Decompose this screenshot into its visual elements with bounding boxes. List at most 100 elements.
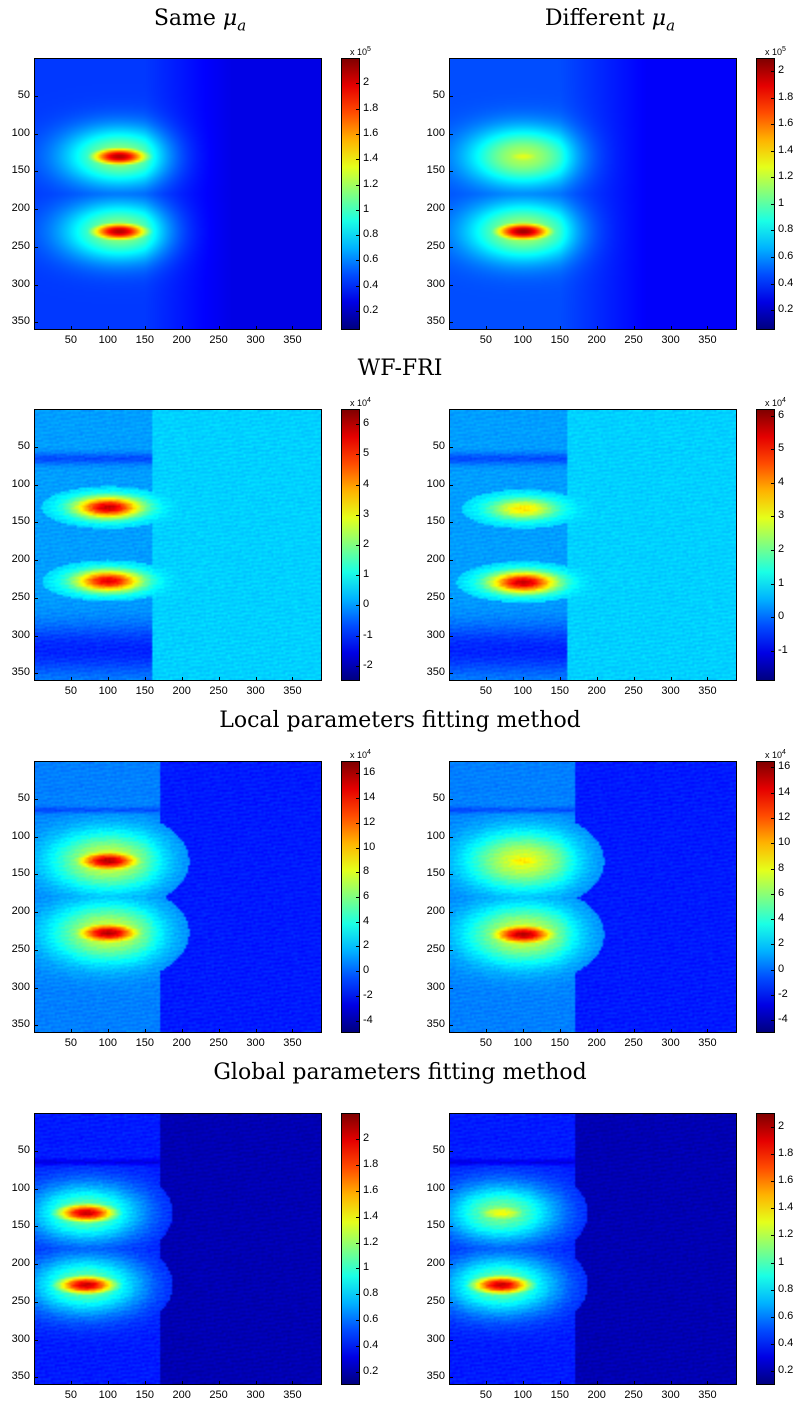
colorbar-tick-mark <box>356 635 360 637</box>
colorbar-multiplier: x 104 <box>350 397 371 408</box>
colorbar-tick-label: 0.8 <box>363 228 379 241</box>
colorbar-tick-label: 0.2 <box>363 304 379 317</box>
colorbar-tick-label: 2 <box>363 1131 370 1144</box>
x-tick-label: 150 <box>550 1389 569 1401</box>
colorbar-tick-mark <box>771 792 775 794</box>
y-tick-mark <box>449 484 453 486</box>
colorbar <box>756 1113 775 1385</box>
colorbar-tick-label: 1.4 <box>363 152 379 165</box>
y-tick-mark <box>449 522 453 524</box>
x-tick-mark <box>707 326 709 330</box>
colorbar-tick-mark <box>771 1020 775 1022</box>
colorbar-multiplier-exponent: 5 <box>367 46 371 53</box>
y-tick-label: 300 <box>11 277 30 290</box>
x-tick-mark <box>485 326 487 330</box>
heatmap-image <box>35 59 321 329</box>
colorbar-tick-label: 1.8 <box>778 90 794 103</box>
colorbar-tick-mark <box>771 893 775 895</box>
colorbar-tick-mark <box>771 1317 775 1318</box>
y-tick-mark <box>34 171 38 173</box>
y-tick-mark <box>449 209 453 211</box>
colorbar-tick-label: 2 <box>778 937 785 950</box>
colorbar-tick-mark <box>356 311 360 313</box>
colorbar-tick-mark <box>771 995 775 997</box>
y-tick-label: 50 <box>17 1143 30 1156</box>
y-tick-mark <box>34 949 38 951</box>
y-tick-mark <box>449 1226 453 1228</box>
x-tick-mark <box>181 677 183 681</box>
y-tick-mark <box>449 798 453 800</box>
x-tick-label: 350 <box>698 1037 717 1049</box>
colorbar-tick-label: 1 <box>778 576 785 589</box>
colorbar-tick-mark <box>356 1346 360 1348</box>
colorbar-tick-label: -1 <box>778 643 788 656</box>
colorbar <box>341 1113 360 1385</box>
y-tick-label: 150 <box>11 515 30 528</box>
colorbar-tick-mark <box>771 1344 775 1346</box>
y-tick-label: 150 <box>426 164 445 177</box>
y-tick-label: 100 <box>11 829 30 842</box>
y-tick-label: 350 <box>11 1018 30 1031</box>
x-tick-mark <box>144 1029 146 1033</box>
y-tick-mark <box>449 133 453 135</box>
colorbar-tick-mark <box>356 822 360 824</box>
y-tick-mark <box>449 1025 453 1027</box>
colorbar-multiplier-base: x 10 <box>765 750 783 760</box>
colorbar-multiplier: x 104 <box>765 749 786 760</box>
y-tick-label: 300 <box>426 628 445 641</box>
y-tick-mark <box>34 1377 38 1379</box>
y-tick-mark <box>449 987 453 989</box>
x-tick-mark <box>707 1029 709 1033</box>
colorbar-tick-label: 0.2 <box>778 303 794 316</box>
y-tick-mark <box>34 673 38 675</box>
y-tick-mark <box>449 1301 453 1303</box>
colorbar-tick-mark <box>356 847 360 849</box>
colorbar-tick-mark <box>771 310 775 312</box>
y-tick-label: 350 <box>11 1370 30 1383</box>
colorbar-tick-label: -2 <box>778 988 788 1001</box>
x-tick-mark <box>70 326 72 330</box>
y-tick-mark <box>34 1150 38 1152</box>
x-tick-label: 300 <box>661 1389 680 1401</box>
y-tick-mark <box>34 446 38 448</box>
x-tick-mark <box>707 1381 709 1385</box>
colorbar-tick-mark <box>771 583 775 585</box>
colorbar-tick-mark <box>356 773 360 775</box>
heatmap-plot <box>449 58 737 330</box>
colorbar-multiplier: x 104 <box>350 749 371 760</box>
colorbar-tick-mark <box>356 285 360 287</box>
y-tick-mark <box>449 673 453 675</box>
x-tick-mark <box>107 1381 109 1385</box>
colorbar-tick-label: 12 <box>778 810 791 823</box>
heatmap-image <box>450 1114 736 1384</box>
colorbar-tick-mark <box>356 545 360 546</box>
x-tick-mark <box>559 1381 561 1385</box>
colorbar-tick-mark <box>771 1262 775 1264</box>
colorbar-multiplier-base: x 10 <box>350 398 368 408</box>
y-tick-label: 250 <box>11 590 30 603</box>
y-tick-mark <box>34 522 38 524</box>
x-tick-label: 300 <box>661 1037 680 1049</box>
colorbar-tick-label: 1.6 <box>363 1183 379 1196</box>
colorbar-tick-mark <box>771 1208 775 1210</box>
y-tick-mark <box>449 171 453 173</box>
colorbar-tick-label: 3 <box>363 507 370 520</box>
colorbar-tick-label: 1.8 <box>778 1146 794 1159</box>
y-tick-label: 50 <box>17 88 30 101</box>
x-tick-label: 100 <box>98 1389 118 1401</box>
y-tick-label: 300 <box>426 277 445 290</box>
x-tick-mark <box>707 677 709 681</box>
x-tick-label: 250 <box>624 1037 643 1049</box>
heatmap-plot <box>34 761 322 1033</box>
x-tick-label: 50 <box>64 1037 78 1049</box>
y-tick-mark <box>34 874 38 876</box>
x-tick-mark <box>633 1029 635 1033</box>
colorbar-tick-mark <box>771 449 775 451</box>
x-tick-mark <box>522 326 524 330</box>
colorbar-tick-mark <box>771 868 775 870</box>
y-tick-label: 250 <box>11 1294 30 1307</box>
y-tick-label: 200 <box>426 553 445 566</box>
y-tick-mark <box>449 284 453 286</box>
x-tick-mark <box>559 677 561 681</box>
y-tick-label: 200 <box>11 905 30 918</box>
